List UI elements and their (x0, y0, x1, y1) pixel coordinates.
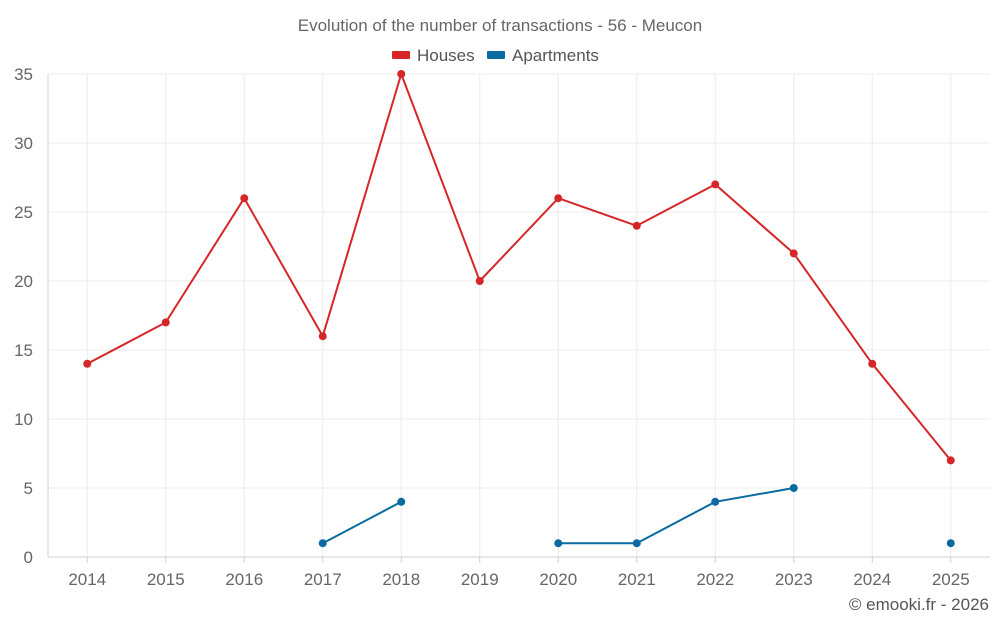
point-apartments-2018 (397, 497, 406, 506)
y-tick-label-30: 30 (14, 134, 33, 153)
copyright-credit: © emooki.fr - 2026 (849, 595, 989, 614)
legend-item-apartments[interactable]: Apartments (487, 46, 599, 65)
legend-swatch-apartments (487, 51, 505, 59)
y-tick-label-10: 10 (14, 410, 33, 429)
y-tick-label-35: 35 (14, 65, 33, 84)
x-tick-label-2017: 2017 (304, 570, 342, 589)
point-houses-2021 (632, 221, 641, 230)
x-tick-label-2020: 2020 (539, 570, 577, 589)
point-apartments-2017 (318, 539, 327, 548)
y-tick-label-0: 0 (24, 548, 33, 567)
point-houses-2025 (946, 456, 955, 465)
point-houses-2020 (554, 194, 563, 203)
point-houses-2015 (161, 318, 170, 327)
x-tick-label-2018: 2018 (382, 570, 420, 589)
x-tick-label-2021: 2021 (618, 570, 656, 589)
point-houses-2018 (397, 70, 406, 78)
point-apartments-2023 (789, 484, 798, 492)
point-houses-2014 (83, 359, 92, 368)
grid (48, 73, 990, 557)
point-houses-2017 (318, 332, 327, 341)
point-houses-2024 (868, 359, 877, 368)
series-apartments (318, 484, 955, 548)
point-apartments-2020 (554, 539, 563, 548)
y-tick-label-5: 5 (24, 479, 33, 498)
point-apartments-2021 (632, 539, 641, 548)
x-tick-label-2016: 2016 (225, 570, 263, 589)
y-tick-label-20: 20 (14, 272, 33, 291)
x-tick-label-2014: 2014 (68, 570, 106, 589)
legend-label-houses: Houses (417, 46, 475, 65)
point-houses-2016 (240, 194, 249, 203)
x-tick-label-2023: 2023 (775, 570, 813, 589)
series (83, 70, 955, 548)
point-houses-2019 (475, 277, 484, 285)
legend-item-houses[interactable]: Houses (392, 46, 475, 65)
series-line-houses-0 (86, 73, 952, 462)
point-houses-2022 (711, 180, 720, 189)
series-line-apartments-1 (558, 487, 794, 545)
x-tick-label-2015: 2015 (147, 570, 185, 589)
series-houses (83, 70, 955, 465)
legend-swatch-houses (392, 51, 410, 59)
legend: Houses Apartments (392, 46, 599, 65)
legend-label-apartments: Apartments (512, 46, 599, 65)
x-tick-label-2022: 2022 (696, 570, 734, 589)
series-line-apartments-0 (322, 500, 402, 545)
x-tick-label-2025: 2025 (932, 570, 970, 589)
point-apartments-2022 (711, 497, 720, 506)
point-apartments-2025 (946, 539, 955, 548)
x-tick-label-2024: 2024 (853, 570, 891, 589)
point-houses-2023 (789, 249, 798, 258)
x-tick-label-2019: 2019 (461, 570, 499, 589)
y-tick-label-15: 15 (14, 341, 33, 360)
y-tick-label-25: 25 (14, 203, 33, 222)
chart-title: Evolution of the number of transactions … (298, 16, 702, 35)
